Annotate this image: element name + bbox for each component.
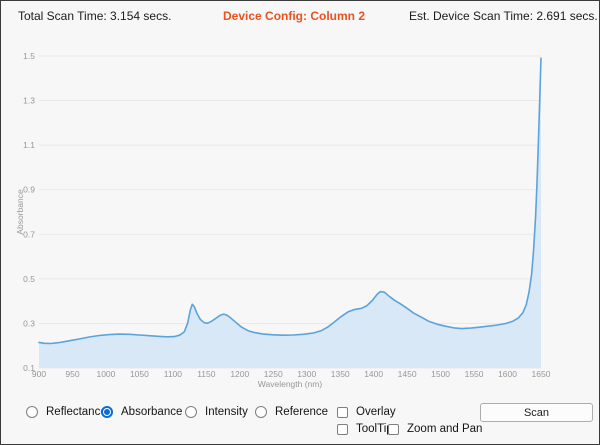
total-scan-time-label: Total Scan Time: 3.154 secs. (18, 9, 172, 23)
svg-text:950: 950 (65, 369, 79, 379)
svg-text:1000: 1000 (96, 369, 115, 379)
radio-intensity-label: Intensity (205, 406, 248, 418)
svg-text:1400: 1400 (364, 369, 383, 379)
svg-text:1650: 1650 (532, 369, 551, 379)
radio-reference-label: Reference (275, 406, 329, 418)
svg-text:1550: 1550 (465, 369, 484, 379)
checkbox-overlay-box[interactable] (337, 406, 348, 418)
svg-text:0.5: 0.5 (23, 274, 35, 284)
radio-reference-circle[interactable] (255, 406, 267, 418)
svg-text:1.3: 1.3 (23, 96, 35, 106)
radio-absorbance[interactable]: Absorbance (101, 406, 182, 418)
radio-intensity-circle[interactable] (185, 406, 197, 418)
checkbox-zoom-and-pan-box[interactable] (388, 423, 399, 435)
svg-text:0.1: 0.1 (23, 363, 35, 373)
radio-intensity[interactable]: Intensity (185, 406, 248, 418)
svg-text:900: 900 (32, 369, 46, 379)
svg-text:0.3: 0.3 (23, 318, 35, 328)
svg-text:0.7: 0.7 (23, 229, 35, 239)
checkbox-overlay[interactable]: Overlay (337, 406, 396, 418)
radio-reflectance-label: Reflectance (46, 406, 107, 418)
svg-text:1450: 1450 (398, 369, 417, 379)
radio-reference[interactable]: Reference (255, 406, 328, 418)
y-axis-title: Absorbance (15, 189, 25, 235)
checkbox-overlay-label: Overlay (356, 406, 396, 418)
est-device-scan-time-label: Est. Device Scan Time: 2.691 secs. (409, 9, 598, 23)
svg-text:1600: 1600 (498, 369, 517, 379)
radio-reflectance[interactable]: Reflectance (26, 406, 107, 418)
svg-text:1500: 1500 (431, 369, 450, 379)
radio-absorbance-label: Absorbance (121, 406, 183, 418)
svg-text:1150: 1150 (197, 369, 216, 379)
device-config-label: Device Config: Column 2 (223, 9, 366, 23)
svg-text:1300: 1300 (297, 369, 316, 379)
checkbox-tooltip-box[interactable] (337, 423, 348, 435)
svg-text:0.9: 0.9 (23, 185, 35, 195)
svg-text:1100: 1100 (164, 369, 183, 379)
svg-text:1200: 1200 (230, 369, 249, 379)
checkbox-zoom-and-pan[interactable]: Zoom and Pan (388, 423, 482, 435)
radio-reflectance-circle[interactable] (26, 406, 38, 418)
radio-absorbance-circle[interactable] (101, 406, 113, 418)
svg-text:1.1: 1.1 (23, 140, 35, 150)
svg-text:1350: 1350 (331, 369, 350, 379)
scan-button[interactable]: Scan (480, 403, 593, 422)
svg-text:1050: 1050 (130, 369, 149, 379)
checkbox-zoom-and-pan-label: Zoom and Pan (407, 423, 483, 435)
svg-text:1.5: 1.5 (23, 51, 35, 61)
checkbox-tooltip-label: ToolTip (356, 423, 393, 435)
checkbox-tooltip[interactable]: ToolTip (337, 423, 393, 435)
x-axis-title: Wavelength (nm) (258, 379, 323, 389)
svg-text:1250: 1250 (264, 369, 283, 379)
